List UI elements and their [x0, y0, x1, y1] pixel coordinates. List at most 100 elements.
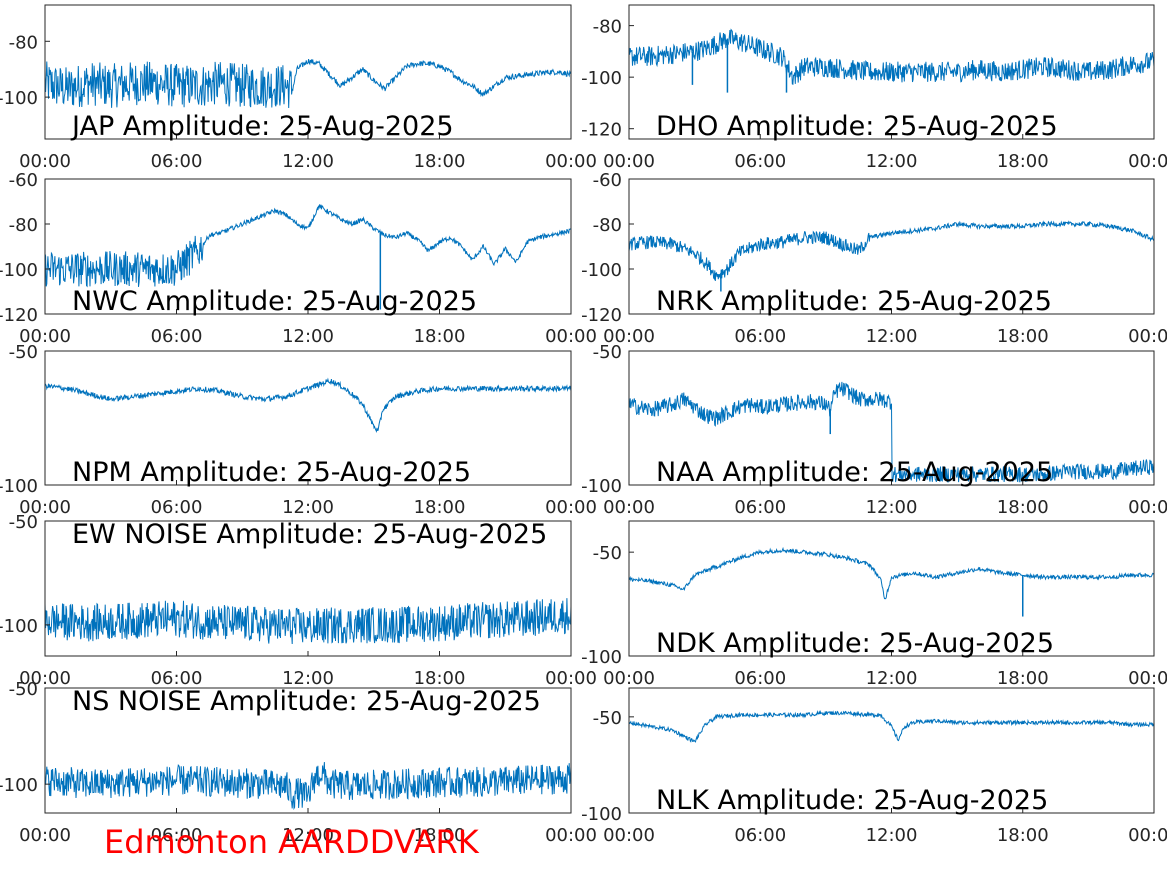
- series-line: [629, 710, 1154, 743]
- x-tick-label: 12:00: [282, 326, 334, 347]
- y-tick-label: -120: [581, 120, 622, 141]
- y-tick-label: -50: [9, 679, 38, 700]
- y-tick-label: -100: [581, 68, 622, 89]
- chart-title: NWC Amplitude: 25-Aug-2025: [72, 286, 477, 317]
- x-tick-label: 06:00: [151, 825, 203, 846]
- chart-panel-7: -50 -100 00:00 06:00 12:00 18:00 00:00 EW NOISE…: [0, 512, 597, 689]
- chart-title: NAA Amplitude: 25-Aug-2025: [656, 457, 1053, 488]
- y-tick-label: -100: [581, 260, 622, 281]
- series-line: [629, 220, 1154, 282]
- x-tick-label: 12:00: [282, 497, 334, 518]
- y-tick-label: -120: [581, 305, 622, 326]
- y-tick-label: -50: [9, 512, 38, 533]
- y-tick-label: -50: [9, 342, 38, 363]
- y-tick-label: -100: [0, 260, 38, 281]
- y-tick-label: -100: [0, 775, 38, 796]
- series-line: [45, 762, 571, 811]
- x-tick-label: 12:00: [866, 497, 918, 518]
- y-tick-label: -100: [0, 476, 38, 497]
- x-tick-label: 12:00: [866, 668, 918, 689]
- x-tick-label: 06:00: [151, 326, 203, 347]
- y-tick-label: -120: [0, 305, 38, 326]
- y-tick-label: -50: [593, 543, 622, 564]
- x-tick-label: 18:00: [997, 151, 1049, 172]
- x-tick-label: 12:00: [866, 151, 918, 172]
- x-tick-label: 18:00: [997, 825, 1049, 846]
- chart-panel-4: -60-80-100-12000:0006:0012:0018:0000:00N…: [581, 170, 1167, 347]
- x-tick-label: 00:00: [19, 151, 71, 172]
- chart-title: NRK Amplitude: 25-Aug-2025: [656, 286, 1052, 317]
- x-tick-label: 12:00: [866, 326, 918, 347]
- x-tick-label: 00:00: [1128, 326, 1167, 347]
- x-tick-label: 06:00: [151, 151, 203, 172]
- x-tick-label: 18:00: [997, 497, 1049, 518]
- y-tick-label: -80: [9, 32, 38, 53]
- x-tick-label: 00:00: [603, 825, 655, 846]
- x-tick-label: 12:00: [866, 825, 918, 846]
- y-tick-label: -100: [581, 804, 622, 825]
- chart-title: NLK Amplitude: 25-Aug-2025: [656, 785, 1048, 816]
- y-tick-label: -60: [593, 170, 622, 191]
- x-tick-label: 00:00: [1128, 497, 1167, 518]
- x-tick-label: 00:00: [545, 497, 597, 518]
- x-tick-label: 06:00: [734, 497, 786, 518]
- x-tick-label: 18:00: [414, 497, 466, 518]
- x-tick-label: 06:00: [151, 668, 203, 689]
- x-tick-label: 00:00: [19, 497, 71, 518]
- x-tick-label: 00:00: [603, 668, 655, 689]
- y-tick-label: -100: [0, 88, 38, 109]
- x-tick-label: 00:00: [545, 668, 597, 689]
- x-tick-label: 00:00: [19, 326, 71, 347]
- x-tick-label: 00:00: [1128, 151, 1167, 172]
- x-tick-label: 18:00: [414, 668, 466, 689]
- x-tick-label: 18:00: [997, 668, 1049, 689]
- x-tick-label: 00:00: [603, 326, 655, 347]
- chart-panel-1: -80 -100 00:00 06:00 12:00 18:00 00:00 JAP Ampl…: [0, 4, 597, 172]
- series-line: [629, 546, 1154, 600]
- x-tick-label: 18:00: [414, 326, 466, 347]
- station-label: Edmonton AARDDVARK: [104, 823, 479, 861]
- y-tick-label: -80: [9, 215, 38, 236]
- y-tick-label: -50: [593, 708, 622, 729]
- series-line: [45, 598, 571, 645]
- series-line: [45, 377, 571, 433]
- chart-title: JAP Amplitude: 25-Aug-2025: [70, 111, 454, 142]
- chart-panel-2: -80-100-12000:0006:0012:0018:0000:00DHO …: [581, 4, 1167, 172]
- series-line: [45, 203, 571, 288]
- x-tick-label: 00:00: [19, 825, 71, 846]
- series-line: [629, 28, 1154, 85]
- x-tick-label: 18:00: [414, 151, 466, 172]
- y-tick-label: -80: [593, 215, 622, 236]
- series-line: [45, 59, 571, 109]
- x-tick-label: 00:00: [603, 497, 655, 518]
- x-tick-label: 12:00: [282, 668, 334, 689]
- y-tick-label: -100: [0, 616, 38, 637]
- chart-title: DHO Amplitude: 25-Aug-2025: [656, 111, 1058, 142]
- chart-title: NS NOISE Amplitude: 25-Aug-2025: [72, 686, 541, 717]
- x-tick-label: 12:00: [282, 825, 334, 846]
- x-tick-label: 12:00: [282, 151, 334, 172]
- y-tick-label: -100: [581, 476, 622, 497]
- x-tick-label: 06:00: [734, 825, 786, 846]
- series-line: [629, 381, 1154, 484]
- x-tick-label: 06:00: [151, 497, 203, 518]
- x-tick-label: 00:00: [1128, 668, 1167, 689]
- y-tick-label: -100: [581, 647, 622, 668]
- x-tick-label: 06:00: [734, 151, 786, 172]
- x-tick-label: 06:00: [734, 326, 786, 347]
- chart-title: NDK Amplitude: 25-Aug-2025: [656, 628, 1054, 659]
- x-tick-label: 00:00: [545, 326, 597, 347]
- chart-title: NPM Amplitude: 25-Aug-2025: [72, 457, 471, 488]
- x-tick-label: 18:00: [414, 825, 466, 846]
- chart-panel-9: -50 -100 00:00 06:00 12:00 18:00 00:00 NS NOISE…: [0, 679, 597, 846]
- chart-title: EW NOISE Amplitude: 25-Aug-2025: [72, 519, 547, 550]
- x-tick-label: 06:00: [734, 668, 786, 689]
- x-tick-label: 00:00: [545, 825, 597, 846]
- y-tick-label: -60: [9, 170, 38, 191]
